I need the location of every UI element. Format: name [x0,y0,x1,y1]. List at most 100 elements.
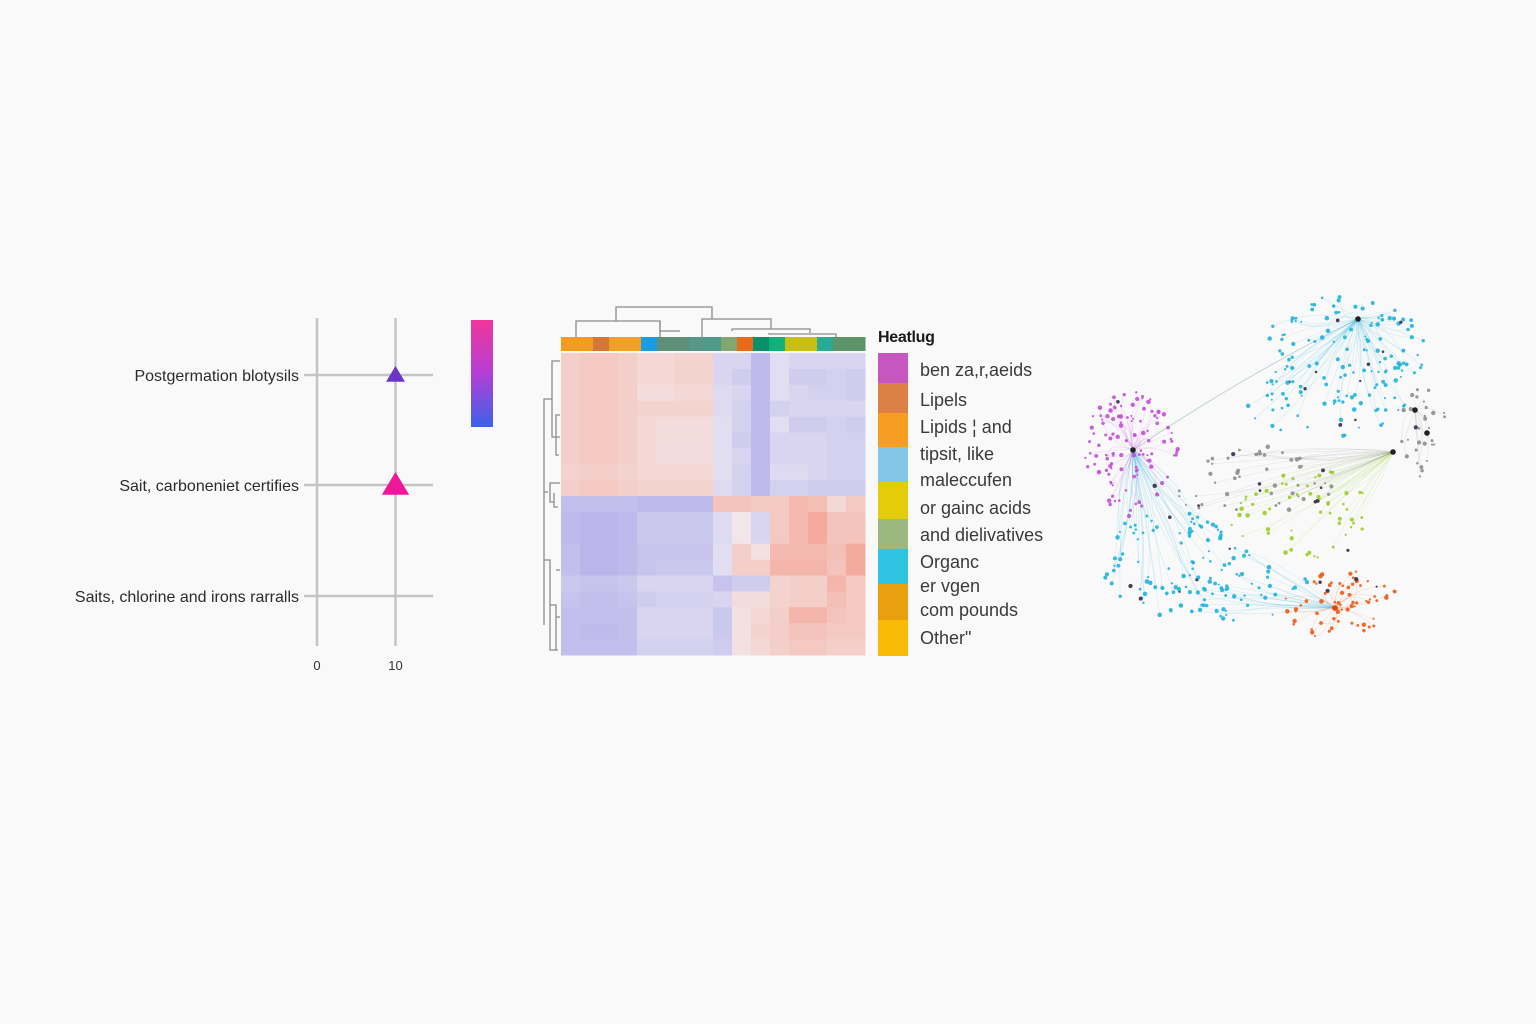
legend-label: Other" [920,628,972,648]
network-node [1366,579,1370,583]
network-edge [1132,432,1172,451]
network-edge [1357,318,1386,399]
network-node [1169,437,1173,441]
network-node [1360,306,1365,311]
network-edge [1291,449,1394,461]
network-node [1418,475,1422,478]
network-node [1149,398,1152,401]
network-edge [1333,318,1359,404]
network-edge [1226,585,1336,609]
triangle-marker [386,366,405,382]
heatmap-cell [713,353,733,370]
network-node [1146,429,1149,433]
network-node [1118,530,1121,533]
network-node [1406,438,1410,441]
heatmap-cell [808,623,828,640]
network-edge [1224,451,1394,506]
network-node [1332,399,1337,404]
network-edge [1354,318,1361,395]
heatmap-cell [637,639,657,656]
network-node [1150,409,1154,414]
heatmap-cell [732,607,752,624]
heatmap-cell [751,623,771,640]
heatmap-cell [561,400,581,418]
network-node [1205,520,1210,524]
network-edge [1248,318,1359,407]
heatmap-cell [580,511,600,529]
heatmap-cell [827,607,847,624]
heatmap-cell [675,353,695,370]
network-node [1313,634,1317,638]
network-node [1141,397,1144,400]
heatmap-cell [599,464,619,481]
network-node [1123,521,1127,526]
network-node [1208,471,1213,476]
network-node [1323,591,1327,595]
network-node [1328,511,1332,515]
network-node [1231,452,1236,457]
heatmap-cell [827,384,847,402]
network-node [1401,407,1406,413]
network-node [1108,408,1113,413]
network-node [1336,619,1340,623]
network-edge [1289,451,1394,498]
dendrogram-branch [543,398,552,493]
network-node [1325,588,1330,593]
heatmap-panel [540,295,880,665]
heatmap-cell [713,607,733,624]
network-node [1375,322,1380,327]
network-node [1443,415,1447,419]
category-label: Saits, chlorine and irons rarralls [75,589,299,606]
network-node [1153,414,1157,418]
network-edge [1334,596,1367,609]
network-node [1372,624,1376,628]
network-edge [1132,449,1190,537]
network-node [1187,526,1192,531]
heatmap-cell [675,464,695,481]
network-node [1383,408,1388,412]
network-node [1181,573,1186,579]
column-annotation [737,337,754,351]
network-node [1238,574,1241,577]
heatmap-cell [770,527,790,545]
heatmap-cell [599,559,619,577]
network-node [1314,370,1318,374]
network-edge [1271,451,1394,494]
heatmap-cell [827,511,847,529]
heatmap-cell [827,432,847,449]
heatmap-cell [694,384,714,402]
heatmap-cell [770,575,790,592]
network-edge [1357,318,1378,351]
network-node [1155,525,1159,529]
legend-label: tipsit, like [920,444,995,464]
network-node [1154,492,1160,497]
network-node [1336,601,1341,605]
network-node [1300,394,1303,397]
network-edge [1132,399,1152,451]
heatmap-cell [751,527,771,545]
legend-swatch [878,383,908,413]
heatmap-cell [656,353,676,370]
network-node [1353,304,1358,309]
network-node [1255,452,1259,456]
heatmap-cell [599,607,619,624]
network-edge [1404,409,1416,457]
network-node [1191,567,1194,571]
network-node [1244,498,1247,501]
network-edge [1132,449,1201,526]
network-node [1433,443,1436,446]
heatmap-cell [789,607,809,624]
network-node [1108,436,1113,441]
network-node [1264,488,1269,493]
network-node [1354,570,1358,573]
network-node [1335,357,1340,362]
heatmap-cell [751,448,771,465]
heatmap-cell [713,575,733,592]
column-annotation [801,337,818,351]
network-node [1322,401,1327,406]
network-node [1396,361,1401,366]
network-edge [1204,597,1336,609]
heatmap-cell [675,448,695,465]
heatmap-cell [618,384,638,402]
network-node [1110,482,1113,485]
